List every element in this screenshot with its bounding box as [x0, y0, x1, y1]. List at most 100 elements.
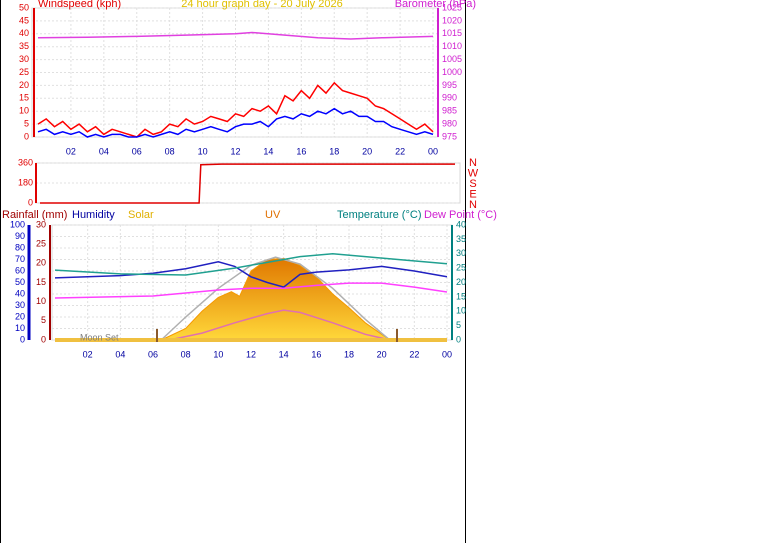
y2-tick-label: 1025 — [442, 2, 462, 12]
x-tick-label: 08 — [181, 349, 191, 359]
y-tick-label: 10 — [15, 323, 25, 333]
x-tick-label: 06 — [148, 349, 158, 359]
y3-tick-label: 30 — [456, 248, 466, 258]
x-tick-label: 20 — [362, 146, 372, 156]
series-line — [37, 81, 434, 138]
y-tick-label: 360 — [18, 157, 33, 167]
y-tick-label: 0 — [24, 131, 29, 141]
y-tick-label: 20 — [19, 80, 29, 90]
x-tick-label: 02 — [66, 146, 76, 156]
y-tick-label: 45 — [19, 15, 29, 25]
x-tick-label: 04 — [115, 349, 125, 359]
y-tick-label: 30 — [19, 54, 29, 64]
x-tick-label: 22 — [409, 349, 419, 359]
x-tick-label: 02 — [83, 349, 93, 359]
compass-label: N — [469, 199, 477, 211]
y2-tick-label: 15 — [36, 277, 46, 287]
y-tick-label: 100 — [10, 219, 25, 229]
x-tick-label: 00 — [428, 146, 438, 156]
series-line — [37, 107, 434, 138]
y2-tick-label: 1000 — [442, 67, 462, 77]
x-tick-label: 22 — [395, 146, 405, 156]
compass-label: W — [468, 167, 479, 179]
moon-set: Moon Set — [80, 332, 119, 342]
y-tick-label: 20 — [15, 311, 25, 321]
y-tick-label: 60 — [15, 265, 25, 275]
x-tick-label: 16 — [296, 146, 306, 156]
y-tick-label: 90 — [15, 231, 25, 241]
legend-label: Temperature (°C) — [337, 209, 421, 221]
series-line — [160, 256, 391, 341]
y-tick-label: 180 — [18, 177, 33, 187]
y2-tick-label: 10 — [36, 296, 46, 306]
y-tick-label: 40 — [19, 28, 29, 38]
y2-tick-label: 990 — [442, 93, 457, 103]
series-line — [37, 31, 434, 40]
y-tick-label: 30 — [15, 300, 25, 310]
x-tick-label: 18 — [344, 349, 354, 359]
legend-label: Dew Point (°C) — [424, 209, 497, 221]
compass-label: E — [469, 188, 476, 200]
series-line — [54, 282, 448, 299]
y2-tick-label: 1015 — [442, 28, 462, 38]
x-tick-label: 06 — [132, 146, 142, 156]
y-tick-label: 50 — [15, 277, 25, 287]
y-axis-label: Windspeed (kph) — [38, 0, 121, 10]
y3-tick-label: 40 — [456, 219, 466, 229]
y3-tick-label: 0 — [456, 334, 461, 344]
y-tick-label: 50 — [19, 2, 29, 12]
x-tick-label: 12 — [246, 349, 256, 359]
series-line — [54, 253, 448, 276]
compass-label: S — [469, 178, 476, 190]
x-tick-label: 14 — [263, 146, 273, 156]
series-line — [40, 163, 455, 204]
y-tick-label: 0 — [20, 334, 25, 344]
y3-tick-label: 25 — [456, 263, 466, 273]
rain-band — [55, 338, 447, 342]
legend-label: Rainfall (mm) — [2, 209, 67, 221]
plots: 02 04 06 08 10 12 14 16 18 20 22 000510152025303540… — [2, 0, 497, 359]
y2-tick-label: 975 — [442, 131, 457, 141]
y2-axis-label: Barometer (hPa) — [395, 0, 476, 10]
y2-tick-label: 985 — [442, 106, 457, 116]
y3-tick-label: 15 — [456, 291, 466, 301]
y2-tick-label: 5 — [41, 315, 46, 325]
x-tick-label: 12 — [230, 146, 240, 156]
y2-tick-label: 1010 — [442, 41, 462, 51]
x-tick-label: 08 — [165, 146, 175, 156]
y3-tick-label: 10 — [456, 306, 466, 316]
y-tick-label: 0 — [28, 197, 33, 207]
legend-label: Humidity — [72, 209, 115, 221]
x-tick-label: 04 — [99, 146, 109, 156]
y2-tick-label: 25 — [36, 239, 46, 249]
y-tick-label: 15 — [19, 93, 29, 103]
y2-tick-label: 980 — [442, 118, 457, 128]
series-line — [169, 309, 390, 341]
y2-tick-label: 1005 — [442, 54, 462, 64]
y-tick-label: 35 — [19, 41, 29, 51]
y3-tick-label: 5 — [456, 320, 461, 330]
compass-label: N — [469, 157, 477, 169]
x-tick-label: 18 — [329, 146, 339, 156]
y2-tick-label: 995 — [442, 80, 457, 90]
y3-tick-label: 20 — [456, 277, 466, 287]
x-tick-label: 00 — [442, 349, 452, 359]
y2-tick-label: 30 — [36, 219, 46, 229]
y-tick-label: 5 — [24, 118, 29, 128]
y-tick-label: 80 — [15, 242, 25, 252]
y-tick-label: 10 — [19, 106, 29, 116]
solar-area — [160, 257, 392, 341]
y2-tick-label: 0 — [41, 334, 46, 344]
legend-label: Solar — [128, 209, 154, 221]
y-tick-label: 25 — [19, 67, 29, 77]
legend-label: UV — [265, 209, 281, 221]
y2-tick-label: 20 — [36, 258, 46, 268]
x-tick-label: 20 — [377, 349, 387, 359]
y-tick-label: 70 — [15, 254, 25, 264]
x-tick-label: 10 — [213, 349, 223, 359]
x-tick-label: 10 — [198, 146, 208, 156]
x-tick-label: 14 — [279, 349, 289, 359]
chart-title: 24 hour graph day - 20 July 2026 — [181, 0, 342, 10]
y3-tick-label: 35 — [456, 234, 466, 244]
